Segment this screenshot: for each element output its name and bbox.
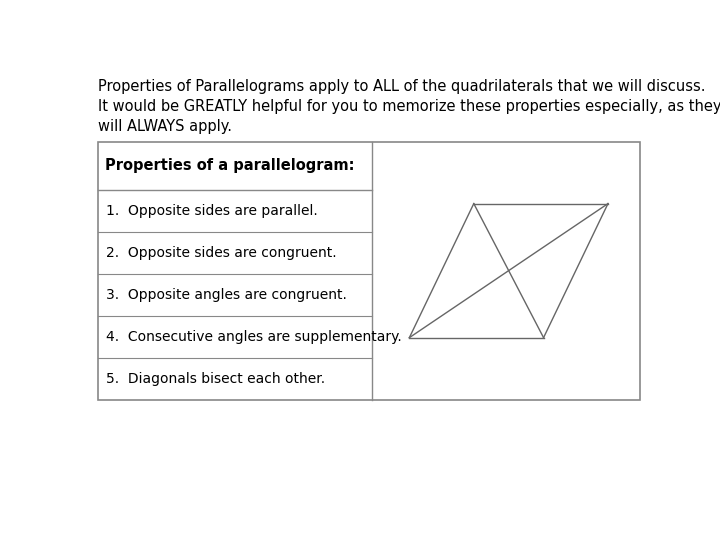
Text: Properties of Parallelograms apply to ALL of the quadrilaterals that we will dis: Properties of Parallelograms apply to AL… [98,79,706,94]
FancyBboxPatch shape [98,141,640,400]
Text: 5.  Diagonals bisect each other.: 5. Diagonals bisect each other. [106,372,325,386]
Text: It would be GREATLY helpful for you to memorize these properties especially, as : It would be GREATLY helpful for you to m… [98,99,720,114]
Text: 1.  Opposite sides are parallel.: 1. Opposite sides are parallel. [106,204,318,218]
Text: 2.  Opposite sides are congruent.: 2. Opposite sides are congruent. [106,246,336,260]
Text: Properties of a parallelogram:: Properties of a parallelogram: [104,158,354,173]
Text: 3.  Opposite angles are congruent.: 3. Opposite angles are congruent. [106,287,346,301]
Text: will ALWAYS apply.: will ALWAYS apply. [98,119,232,134]
Text: 4.  Consecutive angles are supplementary.: 4. Consecutive angles are supplementary. [106,329,401,343]
